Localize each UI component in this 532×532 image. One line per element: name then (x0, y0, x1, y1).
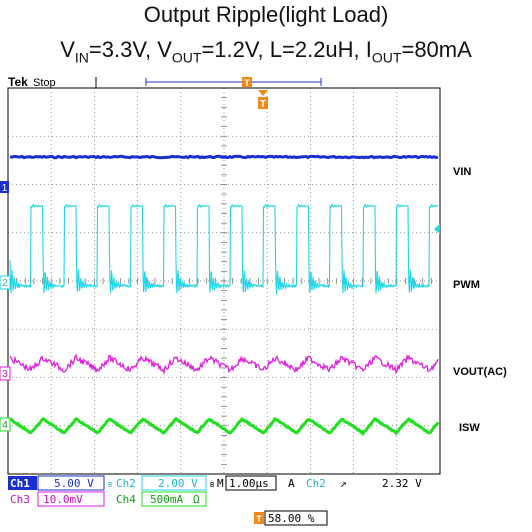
ch3-vout-trace (9, 353, 439, 376)
ch4-marker: 4 (0, 417, 11, 432)
vout-label: V (157, 37, 172, 62)
scope-status: Stop (33, 77, 56, 89)
ch2-marker: 2 (0, 275, 11, 290)
label-isw: ISW (459, 422, 480, 434)
ch3-marker: 3 (0, 366, 11, 381)
ch4-scale-box (141, 491, 207, 507)
trigger-position-readout-icon (254, 512, 264, 524)
iout-label: I (365, 37, 372, 62)
iout-subscript: OUT (371, 49, 402, 66)
svg-text:3: 3 (2, 369, 8, 380)
trigger-position-letter: T (260, 99, 266, 110)
iout-value: =80mA (401, 37, 472, 62)
ch1-scale-box (37, 475, 105, 491)
trigger-position: 58.00 % (268, 512, 315, 525)
label-vout: VOUT(AC) (453, 366, 507, 378)
vout-value: =1.2V, L=2.2uH, (201, 37, 366, 62)
trigger-position-arrow-icon (258, 90, 268, 96)
trigger-position-readout-letter: T (256, 515, 262, 525)
scope-brand: Tek (8, 75, 28, 89)
ch3-scale: 10.0mV (43, 493, 83, 506)
timebase-bw-mark: B (210, 481, 214, 489)
graticule (7, 87, 441, 475)
trigger-channel: Ch2 (306, 477, 326, 490)
ch1-readout-label: Ch1 (10, 477, 30, 490)
trigger-slope-icon: ↗ (340, 477, 347, 490)
vin-label: V (60, 37, 75, 62)
chart-title-line1: Output Ripple(light Load) (143, 2, 389, 27)
ch2-readout-label: Ch2 (116, 477, 136, 490)
label-pwm: PWM (453, 279, 480, 291)
ch4-scale: 500mA (150, 493, 183, 506)
chart-title-line2: VIN=3.3V, VOUT=1.2V, L=2.2uH, IOUT=80mA (0, 37, 532, 65)
record-trigger-icon (242, 77, 252, 87)
ch2-scale-box (141, 475, 207, 491)
oscilloscope-screen: Tek Stop T T 1 2 3 4 VIN PWM VOUT(AC) IS… (0, 75, 507, 526)
ch1-marker: 1 (0, 181, 9, 194)
svg-text:2: 2 (2, 278, 8, 289)
ch2-pwm-trace (9, 203, 439, 295)
timebase: 1.00µs (229, 477, 269, 490)
ch3-readout-label: Ch3 (10, 493, 30, 506)
ch2-scale: 2.00 V (158, 477, 198, 490)
ch4-readout-label: Ch4 (116, 493, 136, 506)
trigger-mode: A (288, 477, 295, 490)
timebase-prefix: M (217, 477, 224, 490)
ch3-scale-box (37, 491, 105, 507)
ch1-readout-tag (8, 476, 37, 490)
label-vin: VIN (453, 166, 471, 178)
vout-subscript: OUT (171, 49, 202, 66)
trigger-position-icon (258, 97, 268, 109)
timebase-box (225, 475, 277, 491)
ch4-isw-trace (9, 416, 440, 437)
trigger-position-box (264, 510, 328, 526)
ch4-unit: Ω (193, 493, 200, 506)
trigger-level: 2.32 V (382, 477, 422, 490)
vin-subscript: IN (74, 49, 89, 66)
ch1-vin-trace (9, 154, 439, 160)
vin-value: =3.3V, (88, 37, 158, 62)
ch1-scale: 5.00 V (54, 477, 94, 490)
trigger-level-arrow-icon (434, 224, 440, 234)
pwm-waveform (9, 203, 439, 295)
svg-text:4: 4 (2, 420, 8, 431)
svg-text:1: 1 (2, 183, 8, 194)
record-trigger-letter: T (244, 78, 250, 88)
ch2-bw-mark: B (108, 481, 112, 489)
